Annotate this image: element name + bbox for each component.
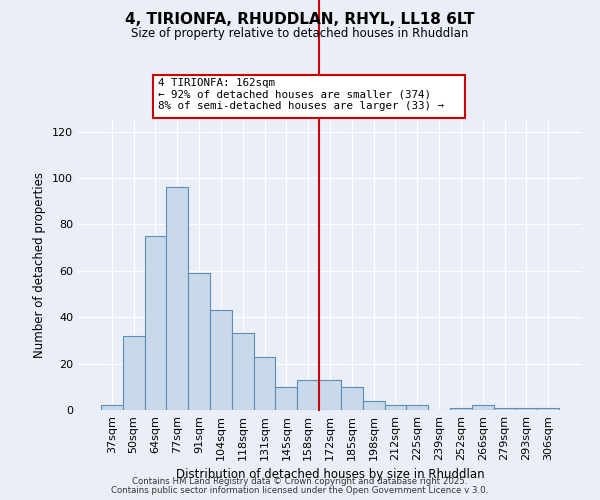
Text: Size of property relative to detached houses in Rhuddlan: Size of property relative to detached ho… — [131, 28, 469, 40]
Text: Contains HM Land Registry data © Crown copyright and database right 2025.: Contains HM Land Registry data © Crown c… — [132, 477, 468, 486]
Bar — [188, 273, 210, 410]
Bar — [406, 406, 428, 410]
X-axis label: Distribution of detached houses by size in Rhuddlan: Distribution of detached houses by size … — [176, 468, 484, 481]
Text: 4, TIRIONFA, RHUDDLAN, RHYL, LL18 6LT: 4, TIRIONFA, RHUDDLAN, RHYL, LL18 6LT — [125, 12, 475, 28]
Bar — [450, 408, 472, 410]
Bar — [101, 406, 123, 410]
Bar — [166, 188, 188, 410]
Bar — [232, 334, 254, 410]
Bar — [363, 400, 385, 410]
Y-axis label: Number of detached properties: Number of detached properties — [34, 172, 46, 358]
Bar — [297, 380, 319, 410]
Bar — [341, 387, 363, 410]
Bar — [123, 336, 145, 410]
Bar — [515, 408, 537, 410]
Bar — [494, 408, 515, 410]
Bar — [254, 356, 275, 410]
Bar — [145, 236, 166, 410]
Bar — [275, 387, 297, 410]
Bar — [472, 406, 494, 410]
Bar — [210, 310, 232, 410]
Text: 4 TIRIONFA: 162sqm
← 92% of detached houses are smaller (374)
8% of semi-detache: 4 TIRIONFA: 162sqm ← 92% of detached hou… — [158, 78, 444, 110]
Bar — [537, 408, 559, 410]
Bar — [319, 380, 341, 410]
Bar — [385, 406, 406, 410]
Text: Contains public sector information licensed under the Open Government Licence v : Contains public sector information licen… — [112, 486, 488, 495]
